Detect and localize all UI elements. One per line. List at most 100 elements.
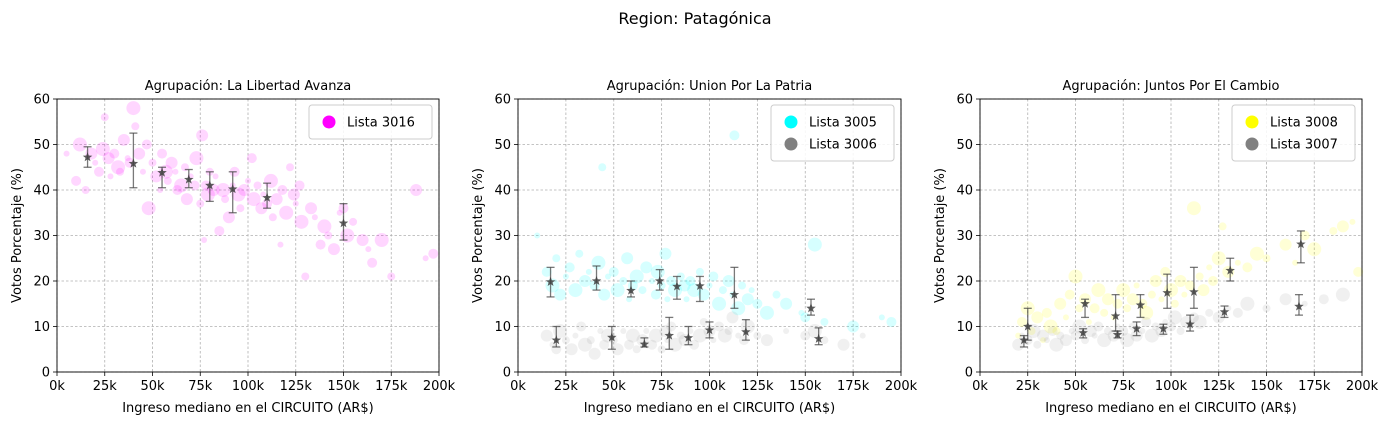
scatter-point (1147, 290, 1156, 299)
scatter-point (1103, 327, 1112, 336)
median-star-marker (227, 184, 238, 194)
scatter-point (1037, 329, 1050, 342)
scatter-point (1197, 284, 1210, 297)
scatter-point (246, 153, 257, 164)
scatter-point (1093, 321, 1104, 332)
median-star-marker (672, 281, 682, 291)
scatter-point (1116, 283, 1131, 298)
scatter-point (632, 345, 641, 354)
scatter-point (1085, 318, 1092, 325)
scatter-point (621, 252, 634, 265)
median-star-marker (1158, 323, 1169, 333)
scatter-point (611, 343, 624, 356)
scatter-point (124, 155, 131, 162)
scatter-point (268, 213, 277, 222)
scatter-point (668, 337, 683, 352)
legend-label: Lista 3008 (1270, 116, 1338, 131)
legend-label: Lista 3016 (347, 116, 415, 131)
scatter-point (131, 122, 140, 131)
scatter-point (659, 247, 672, 260)
scatter-point (1212, 311, 1225, 324)
median-star-marker (664, 330, 675, 340)
scatter-point (245, 177, 251, 184)
scatter-point (1033, 340, 1042, 349)
scatter-point (260, 191, 267, 198)
scatter-point (92, 159, 99, 166)
scatter-point (1097, 333, 1112, 348)
scatter-point (236, 204, 245, 213)
scatter-point (847, 320, 860, 333)
scatter-point (599, 339, 610, 350)
scatter-point (428, 248, 439, 259)
legend-marker (784, 137, 798, 151)
median-star-marker (262, 192, 272, 202)
scatter-point (741, 293, 754, 306)
scatter-point (100, 113, 109, 122)
scatter-point (1149, 275, 1162, 287)
scatter-point (699, 317, 708, 326)
scatter-point (317, 219, 332, 234)
scatter-point (878, 314, 885, 321)
x-tick-label: 200k (885, 379, 918, 394)
scatter-point (676, 331, 685, 340)
scatter-point (1336, 220, 1349, 233)
legend-label: Lista 3006 (809, 138, 877, 153)
scatter-point (1234, 259, 1241, 266)
scatter-point (620, 328, 627, 335)
scatter-point (666, 276, 677, 286)
scatter-point (598, 163, 607, 172)
median-star-marker (1294, 301, 1304, 311)
chart-title: Agrupación: Juntos Por El Cambio (1063, 79, 1280, 94)
scatter-point (1056, 331, 1065, 340)
scatter-point (714, 321, 725, 332)
y-tick-label: 20 (494, 275, 511, 290)
scatter-point (820, 336, 829, 345)
scatter-point (1279, 238, 1292, 251)
scatter-point (689, 339, 700, 350)
scatter-point (1353, 266, 1364, 277)
scatter-point (287, 188, 300, 201)
scatter-point (1176, 327, 1185, 336)
x-tick-label: 75k (650, 379, 675, 394)
scatter-point (683, 296, 690, 303)
scatter-point (753, 331, 762, 340)
median-star-marker (1078, 327, 1088, 337)
scatter-point (301, 272, 310, 281)
scatter-point (1068, 269, 1083, 284)
figure-suptitle: Region: Patagónica (618, 9, 771, 28)
scatter-point (726, 311, 739, 324)
median-star-marker (1296, 239, 1306, 249)
scatter-point (279, 205, 294, 220)
scatter-point (107, 173, 114, 180)
scatter-point (1139, 328, 1146, 335)
scatter-point (1041, 307, 1052, 318)
scatter-point (139, 168, 146, 175)
scatter-point (561, 336, 570, 345)
median-star-marker (607, 332, 617, 342)
scatter-point (1091, 332, 1098, 339)
scatter-point (800, 312, 811, 323)
median-star-marker (1185, 319, 1195, 329)
scatter-point (1158, 296, 1165, 303)
scatter-point (216, 183, 231, 197)
median-star-marker (704, 325, 715, 335)
scatter-point (1126, 293, 1139, 306)
y-tick-label: 0 (42, 366, 50, 381)
scatter-point (180, 193, 193, 206)
scatter-point (687, 283, 702, 298)
scatter-point (200, 187, 215, 202)
scatter-point (650, 289, 661, 300)
scatter-point (336, 209, 343, 216)
scatter-point (572, 332, 579, 339)
scatter-point (820, 317, 829, 326)
scatter-point (1167, 310, 1182, 325)
legend-marker (784, 115, 798, 129)
scatter-point (174, 178, 189, 193)
y-tick-label: 10 (494, 320, 511, 335)
scatter-point (294, 214, 309, 229)
scatter-point (141, 201, 156, 216)
scatter-point (292, 200, 299, 207)
median-star-marker (654, 276, 665, 286)
scatter-point (72, 137, 87, 152)
scatter-point (1174, 275, 1187, 287)
